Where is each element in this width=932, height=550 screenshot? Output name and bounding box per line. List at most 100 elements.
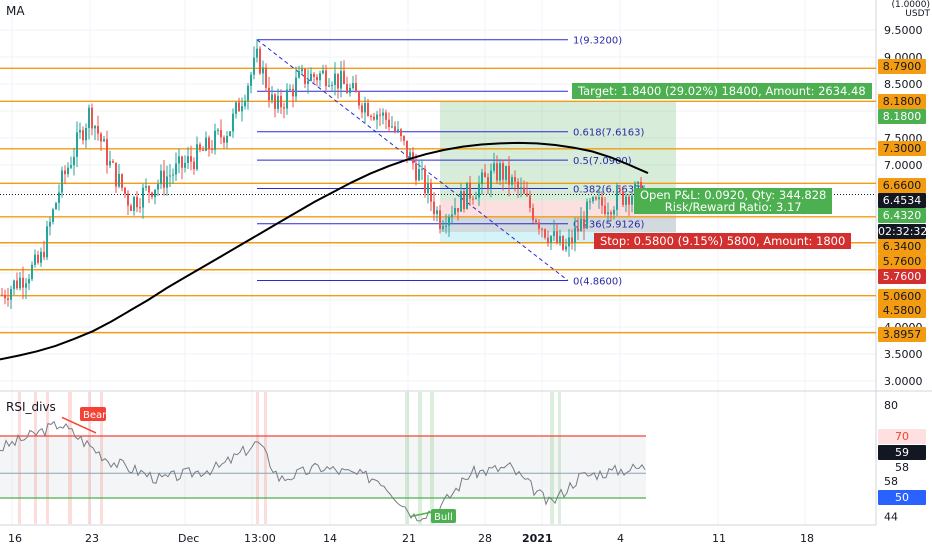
candle-body — [448, 217, 450, 226]
candle-body — [322, 70, 324, 74]
candle-body — [16, 280, 18, 289]
candle-body — [127, 193, 129, 206]
candle-body — [325, 70, 327, 87]
price-tick: 9.5000 — [884, 24, 923, 37]
candle-body — [403, 136, 405, 141]
stop-label[interactable]: Stop: 0.5800 (9.15%) 5800, Amount: 1800 — [594, 233, 852, 249]
candle-body — [7, 298, 9, 300]
candle-body — [49, 221, 51, 227]
bull-marker: Bull — [431, 509, 456, 523]
rsi-label: 59 — [878, 445, 926, 460]
grid — [0, 0, 876, 525]
candle-body — [421, 168, 423, 170]
candle-body — [160, 170, 162, 185]
candle-body — [271, 94, 273, 101]
candle-body — [544, 229, 546, 238]
time-label: 18 — [800, 532, 814, 545]
pnl-label[interactable]: Open P&L: 0.0920, Qty: 344.828 Risk/Rewa… — [634, 188, 833, 214]
candle-body — [589, 201, 591, 203]
candle-body — [604, 205, 606, 214]
candle-body — [301, 68, 303, 72]
candle-body — [31, 264, 33, 280]
rsi-line — [0, 420, 646, 522]
candle-body — [226, 135, 228, 143]
rsi-tick: 58 — [884, 475, 898, 488]
precision-label: (1.0000) — [891, 0, 930, 10]
candle-body — [391, 126, 393, 128]
candles — [1, 39, 645, 310]
candle-body — [148, 186, 150, 193]
candle-body — [244, 101, 246, 107]
candle-body — [253, 57, 255, 75]
candle-body — [145, 186, 147, 188]
candle-body — [220, 129, 222, 138]
candle-body — [157, 184, 159, 190]
candle-body — [223, 137, 225, 143]
candle-body — [532, 207, 534, 221]
bear-zone — [256, 392, 259, 524]
pnl-line-2: Risk/Reward Ratio: 3.17 — [664, 200, 802, 214]
candle-body — [94, 125, 96, 129]
price-label: 5.7600 — [878, 254, 926, 269]
candle-body — [427, 183, 429, 194]
indicator-title[interactable]: MA — [6, 4, 25, 18]
candle-body — [496, 163, 498, 181]
candle-body — [106, 139, 108, 166]
candle-body — [364, 103, 366, 113]
price-label: 6.6600 — [878, 178, 926, 193]
currency-label: (1.0000) USDT — [884, 1, 930, 19]
candle-body — [499, 163, 501, 181]
bull-zone — [418, 392, 422, 524]
candle-body — [178, 156, 180, 164]
bear-zone — [264, 392, 267, 524]
candle-body — [103, 139, 105, 142]
candle-body — [286, 89, 288, 109]
candle-body — [82, 130, 84, 141]
candle-body — [97, 125, 99, 134]
candle-body — [85, 128, 87, 141]
candle-body — [514, 177, 516, 182]
candle-body — [457, 208, 459, 212]
candle-body — [181, 156, 183, 168]
candle-body — [28, 279, 30, 284]
candle-body — [40, 251, 42, 263]
candle-body — [529, 195, 531, 208]
fib-label: 1(9.3200) — [573, 36, 622, 47]
candle-body — [205, 137, 207, 151]
candle-body — [88, 107, 90, 129]
time-label: 21 — [402, 532, 416, 545]
target-label[interactable]: Target: 1.8400 (29.02%) 18400, Amount: 2… — [572, 83, 872, 99]
price-label: 5.0600 — [878, 289, 926, 304]
candle-body — [637, 181, 639, 184]
candle-body — [595, 197, 597, 200]
rsi-title[interactable]: RSI_divs — [6, 400, 56, 414]
candle-body — [607, 212, 609, 214]
candle-body — [346, 84, 348, 94]
rsi-label: 50 — [878, 490, 926, 505]
candle-body — [577, 228, 579, 232]
candle-body — [520, 187, 522, 189]
candle-body — [451, 214, 453, 218]
candle-body — [376, 114, 378, 120]
pnl-line-1: Open P&L: 0.0920, Qty: 344.828 — [640, 188, 827, 202]
candle-body — [73, 156, 75, 166]
candle-body — [430, 183, 432, 202]
candle-body — [109, 161, 111, 166]
candle-body — [166, 176, 168, 188]
bear-zone — [88, 392, 91, 524]
candle-body — [361, 105, 363, 113]
candle-body — [397, 129, 399, 131]
bear-divergence-line — [61, 416, 97, 434]
bear-zone — [18, 392, 21, 524]
price-tick: 8.5000 — [884, 78, 923, 91]
candle-body — [367, 103, 369, 116]
candle-body — [43, 251, 45, 258]
price-tick: 3.5000 — [884, 348, 923, 361]
candle-body — [196, 144, 198, 170]
candle-body — [349, 88, 351, 94]
candle-body — [118, 173, 120, 187]
bear-zone — [68, 392, 72, 524]
candle-body — [37, 254, 39, 263]
candle-body — [4, 294, 6, 299]
